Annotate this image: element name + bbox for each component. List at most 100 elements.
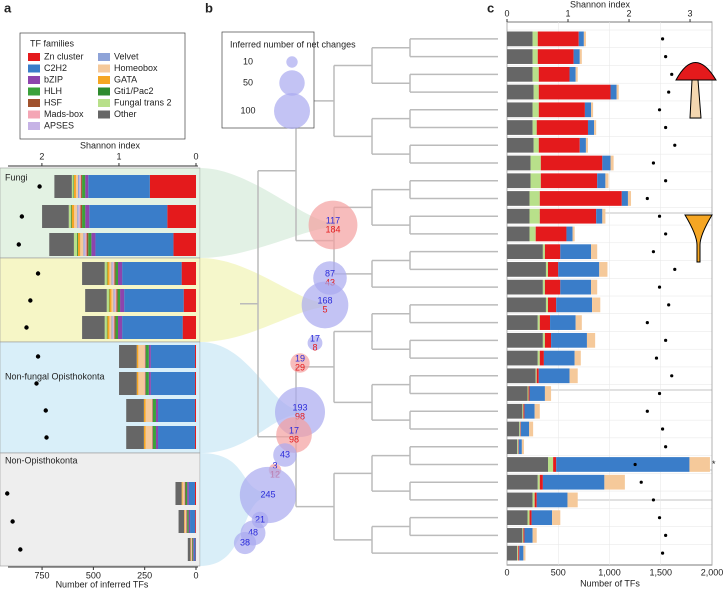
node-loss-label: 184 xyxy=(325,224,340,234)
x-tick-label: 1,500 xyxy=(649,567,672,577)
bar-segment xyxy=(518,439,519,455)
bar-segment xyxy=(527,510,530,526)
bar-segment xyxy=(109,316,112,339)
node-gain-label: 17 xyxy=(310,333,320,343)
foreground-layer: a Fungi Non-fungal Opisthokonta Non-Opistho… xyxy=(4,0,723,589)
bar-segment xyxy=(104,262,107,285)
bar-segment xyxy=(108,289,110,312)
shannon-dot xyxy=(5,491,10,496)
bar-segment xyxy=(112,316,114,339)
node-gain-label: 168 xyxy=(317,295,332,305)
bar-segment xyxy=(109,262,112,285)
bar-segment xyxy=(538,84,611,100)
bar-segment xyxy=(507,474,538,490)
node-gain-label: 19 xyxy=(295,353,305,363)
bar-segment xyxy=(111,316,113,339)
bar-segment xyxy=(145,372,146,395)
bar-segment xyxy=(538,102,585,118)
size-legend-title: Inferred number of net changes xyxy=(230,39,356,49)
shannon-dot xyxy=(657,391,662,396)
bar-segment xyxy=(538,66,570,82)
bar-segment xyxy=(507,368,536,384)
bar-segment xyxy=(126,426,144,449)
node-loss-label: 98 xyxy=(289,434,299,444)
bar-segment xyxy=(520,421,521,437)
bar-segment xyxy=(523,403,525,419)
shannon-dot xyxy=(35,354,41,359)
bar-segment xyxy=(507,208,530,224)
bar-segment xyxy=(529,191,540,206)
group-band xyxy=(0,452,201,567)
bar-segment xyxy=(118,316,123,339)
bar-segment xyxy=(116,289,118,312)
bar-segment xyxy=(584,102,592,118)
shannon-dot xyxy=(651,161,656,165)
bar-segment xyxy=(566,226,573,242)
connector-band xyxy=(200,168,333,258)
bar-segment xyxy=(115,316,119,339)
bar-segment xyxy=(71,205,75,228)
shannon-dot xyxy=(673,143,677,147)
bar-segment xyxy=(518,439,522,455)
legend-label: Other xyxy=(114,109,137,119)
bar-segment xyxy=(126,399,144,422)
node-gain-label: 48 xyxy=(248,527,258,537)
bar-segment xyxy=(529,226,536,242)
bar-segment xyxy=(534,492,537,508)
bar-segment xyxy=(529,421,534,437)
bar-segment xyxy=(542,332,545,348)
bar-segment xyxy=(113,262,115,285)
shannon-dot xyxy=(651,498,656,502)
bar-segment xyxy=(532,31,538,47)
bar-segment xyxy=(80,233,84,256)
legend-swatch xyxy=(28,87,40,96)
icon xyxy=(689,79,702,119)
bar-segment xyxy=(74,205,78,228)
bar-segment xyxy=(192,538,194,561)
bar-segment xyxy=(507,84,534,100)
bar-segment xyxy=(85,205,90,228)
legend-swatch xyxy=(98,64,110,73)
bar-segment xyxy=(143,399,146,422)
connector-band xyxy=(200,258,325,342)
bar-segment xyxy=(184,510,185,533)
bar-segment xyxy=(591,244,598,260)
bar-segment xyxy=(591,279,598,295)
bar-segment xyxy=(148,345,151,368)
bar-segment xyxy=(545,262,548,277)
bar-segment xyxy=(42,205,69,228)
bar-segment xyxy=(538,368,570,384)
bar-segment xyxy=(539,191,622,206)
bar-segment xyxy=(548,297,557,313)
bar-segment xyxy=(507,66,533,82)
bar-segment xyxy=(507,492,533,508)
bar-segment xyxy=(115,289,117,312)
bar-segment xyxy=(591,102,594,118)
legend-label: Zn cluster xyxy=(44,51,84,61)
shannon-dot xyxy=(654,356,659,360)
bar-segment xyxy=(152,399,156,422)
bar-segment xyxy=(542,279,545,295)
node-gain-label: 38 xyxy=(240,537,250,547)
bar-segment xyxy=(152,399,153,422)
shannon-dot xyxy=(664,125,668,130)
shannon-dot xyxy=(657,108,662,112)
node-gain-label: 3 xyxy=(272,460,277,470)
bar-segment xyxy=(187,538,191,561)
bar-segment xyxy=(529,208,540,224)
bar-segment xyxy=(572,226,575,242)
bar-segment xyxy=(605,173,609,189)
bar-segment xyxy=(532,120,537,135)
bar-segment xyxy=(627,191,632,206)
bar-segment xyxy=(524,528,533,543)
bar-segment xyxy=(167,205,196,228)
shannon-dot xyxy=(16,242,21,247)
size-legend-label: 10 xyxy=(243,56,253,66)
legend-label: Homeobox xyxy=(114,63,158,73)
bar-segment xyxy=(535,226,567,242)
bar-segment xyxy=(544,386,552,401)
bar-segment xyxy=(70,205,72,228)
shannon-dot xyxy=(657,516,662,520)
bar-segment xyxy=(596,208,603,224)
bar-segment xyxy=(545,297,548,313)
